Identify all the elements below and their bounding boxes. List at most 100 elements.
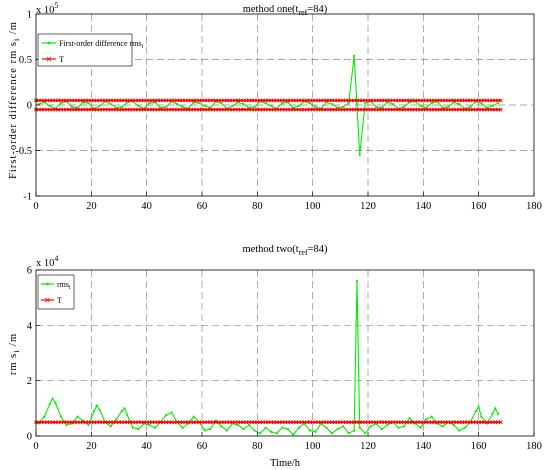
chart2-data-point <box>170 411 173 414</box>
chart2-data-point <box>297 426 300 429</box>
chart1-data-line <box>38 55 499 156</box>
chart1-x-tick-label: 180 <box>526 201 542 212</box>
chart2-y-tick-label: 2 <box>27 376 32 387</box>
chart2-data-point <box>131 426 134 429</box>
chart2-data-point <box>308 429 311 432</box>
chart1-data-point <box>314 105 317 108</box>
chart2-x-tick-label: 120 <box>360 441 376 452</box>
chart2-data-point <box>314 430 317 433</box>
chart2-data-point <box>76 415 79 418</box>
chart2-data-point <box>95 404 98 407</box>
chart2-data-line <box>38 281 499 436</box>
chart2-data-point <box>336 427 339 431</box>
chart1-data-point <box>81 101 85 104</box>
chart2-data-point <box>325 426 328 429</box>
chart1-data-point <box>126 101 129 104</box>
chart1-data-point <box>209 106 212 109</box>
chart1-data-point <box>59 102 63 105</box>
chart2-data-point <box>355 279 359 283</box>
chart2-data-point <box>425 418 428 421</box>
chart2-data-point <box>474 410 477 413</box>
chart2-data-point <box>65 423 68 427</box>
chart1-ticks: 0 20 40 60 80 100 120 140 160 180 -1 -0.5 0 0.5 1 <box>15 10 542 213</box>
chart1-legend-box <box>37 33 133 67</box>
chart2-data-point <box>93 410 96 413</box>
chart2-data-point <box>369 425 372 428</box>
chart2-legend-label-green: rmsi <box>57 280 71 291</box>
chart1-data-point <box>485 106 489 109</box>
chart1-y-tick-label: 1 <box>27 10 32 21</box>
chart2-legend: rmsi ✕ T <box>37 274 75 310</box>
chart2-x-tick-label: 80 <box>252 441 263 452</box>
chart1-data-point <box>220 102 223 105</box>
chart2-data-point <box>209 427 212 431</box>
chart1-data-point <box>380 106 383 109</box>
chart2-x-tick-label: 0 <box>33 441 38 452</box>
chart2-data-point <box>220 425 223 428</box>
chart2-data-point <box>286 427 289 431</box>
chart2-threshold-marker <box>498 420 503 425</box>
chart2-data-point <box>358 426 361 429</box>
chart1-data-point <box>115 106 118 109</box>
chart2-data-point <box>408 416 411 420</box>
chart1-data-point <box>242 102 245 106</box>
chart1-data-point <box>386 101 389 104</box>
chart1-data-point <box>198 102 201 105</box>
chart1-data-point <box>120 105 123 108</box>
chart1-x-tick-label: 80 <box>252 201 263 212</box>
chart2-series <box>34 279 503 436</box>
chart1-y-tick-label: -1 <box>23 192 32 203</box>
chart2-data-point <box>54 401 57 404</box>
chart1-data-point <box>87 102 90 105</box>
chart1-y-tick-label: 0.5 <box>19 55 32 66</box>
chart1-data-point <box>109 102 112 106</box>
chart2-data-point <box>430 415 433 418</box>
chart2-data-point <box>452 423 455 427</box>
chart1-data-point <box>355 102 359 106</box>
chart2-data-point <box>148 423 151 427</box>
chart1-data-point <box>270 104 273 108</box>
chart1-data-point <box>408 101 411 104</box>
chart2-x-tick-label: 140 <box>415 441 431 452</box>
chart1-data-point <box>419 104 422 108</box>
chart2-data-point <box>120 410 123 413</box>
chart1-data-point <box>253 105 256 108</box>
chart2-data-point <box>397 426 400 429</box>
chart2-x-tick-label: 40 <box>141 441 152 452</box>
chart1-data-point <box>153 101 157 104</box>
chart-method-two: method two(tref=84) x 104 rm si /m Time/… <box>8 244 542 469</box>
chart2-data-point <box>270 430 273 433</box>
chart1-data-point <box>308 102 311 105</box>
chart1-data-point <box>181 105 184 108</box>
chart1-data-point <box>137 104 140 108</box>
chart1-data-point <box>480 102 483 105</box>
chart1-data-point <box>342 105 345 108</box>
chart1-data-point <box>452 101 455 104</box>
chart2-data-point <box>480 415 483 418</box>
chart1-data-point <box>364 102 367 105</box>
chart1-data-point <box>347 102 350 105</box>
chart1-series <box>34 54 503 157</box>
chart1-data-point <box>98 104 101 108</box>
chart1-data-point <box>247 106 251 109</box>
chart2-data-point <box>496 412 500 415</box>
chart2-data-point <box>236 423 240 427</box>
chart1-frame <box>35 13 535 197</box>
chart2-data-point <box>259 432 262 435</box>
chart2-legend-marker-red: ✕ <box>44 296 51 305</box>
chart2-x-tick-label: 60 <box>197 441 208 452</box>
chart1-legend-marker-green <box>47 41 51 45</box>
chart2-data-point <box>43 415 46 418</box>
chart1-legend: First-order difference rmsi ✕ T <box>37 33 144 67</box>
chart2-frame <box>35 269 535 437</box>
chart2-data-point <box>164 414 168 417</box>
chart2-ticks: 0 20 40 60 80 100 120 140 160 180 0 2 4 6 <box>27 266 542 453</box>
chart1-x-tick-label: 0 <box>33 201 38 212</box>
chart2-x-tick-label: 20 <box>86 441 97 452</box>
chart2-data-point <box>402 425 406 428</box>
chart1-data-point <box>192 101 195 104</box>
chart2-data-point <box>347 432 350 435</box>
chart1-data-point <box>164 105 168 108</box>
chart1-legend-label-green: First-order difference rmsi <box>59 39 144 50</box>
